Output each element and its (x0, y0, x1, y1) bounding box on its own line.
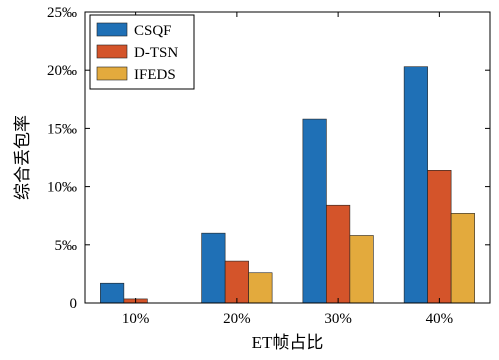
bar-csqf-1 (100, 282, 125, 304)
y-tick-label: 25‰ (47, 5, 77, 21)
y-tick-label: 5‰ (55, 238, 78, 254)
legend-label-ifeds: IFEDS (134, 67, 176, 83)
legend-swatch-csqf (96, 22, 128, 37)
bar-d-tsn-3 (326, 204, 351, 304)
legend-swatch-d-tsn (96, 44, 128, 59)
bar-d-tsn-2 (224, 260, 249, 304)
legend-label-csqf: CSQF (134, 23, 172, 39)
y-tick-label: 20‰ (47, 63, 77, 79)
x-tick-label: 20% (223, 311, 251, 327)
bar-csqf-3 (302, 118, 327, 304)
y-tick-label: 15‰ (47, 121, 77, 137)
bar-csqf-2 (201, 232, 226, 304)
bar-ifeds-3 (349, 235, 374, 304)
x-tick-label: 30% (324, 311, 352, 327)
y-tick-label: 10‰ (47, 180, 77, 196)
legend: CSQF D-TSN IFEDS (89, 14, 195, 90)
x-axis-label: ET帧占比 (252, 333, 324, 352)
bar-d-tsn-4 (427, 170, 452, 304)
axes-layer: 0 5‰ 10‰ 15‰ 20‰ 25‰ 10% 20% 30% 40% (47, 5, 490, 327)
y-tick-label: 0 (70, 296, 78, 312)
bar-ifeds-2 (248, 272, 273, 304)
legend-label-d-tsn: D-TSN (134, 45, 178, 61)
bar-csqf-4 (403, 66, 428, 304)
y-axis-label: 综合丢包率 (13, 115, 32, 200)
bars-layer (100, 66, 475, 304)
x-tick-label: 10% (122, 311, 150, 327)
legend-swatch-ifeds (96, 66, 128, 81)
plot-frame (84, 11, 491, 304)
x-tick-label: 40% (426, 311, 454, 327)
bar-ifeds-4 (450, 213, 475, 304)
